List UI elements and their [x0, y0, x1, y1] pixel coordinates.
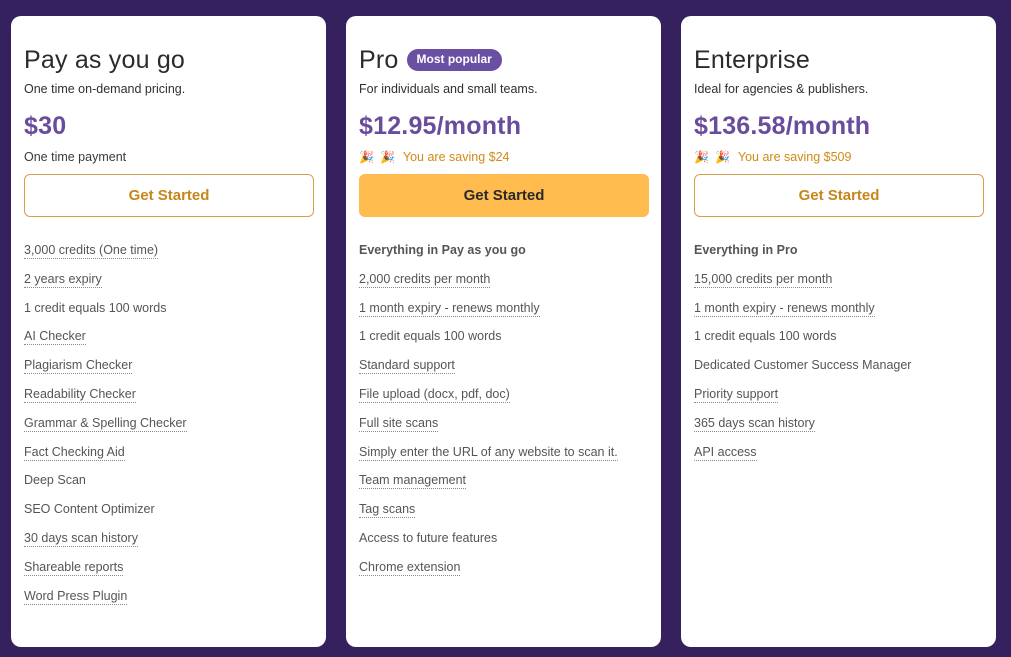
- feature-item[interactable]: AI Checker: [24, 329, 86, 346]
- plan-title: Enterprise: [694, 45, 810, 74]
- plan-title-row: Pay as you go: [24, 45, 314, 75]
- feature-item: Everything in Pay as you go: [359, 243, 526, 257]
- party-popper-icon: 🎉: [359, 150, 374, 164]
- feature-list: Everything in Pay as you go 2,000 credit…: [359, 241, 649, 587]
- feature-item: 1 credit equals 100 words: [359, 329, 502, 344]
- feature-item[interactable]: Full site scans: [359, 415, 439, 432]
- party-popper-icon: 🎉: [714, 150, 730, 164]
- feature-item[interactable]: API access: [694, 444, 757, 461]
- feature-item: 1 credit equals 100 words: [694, 329, 837, 344]
- plan-title-row: Enterprise: [694, 45, 984, 75]
- feature-item[interactable]: 2 years expiry: [24, 271, 102, 288]
- plan-price: $136.58/month: [694, 112, 871, 140]
- feature-item[interactable]: Word Press Plugin: [24, 588, 128, 605]
- feature-item[interactable]: 15,000 credits per month: [694, 271, 833, 288]
- feature-item[interactable]: Simply enter the URL of any website to s…: [359, 444, 618, 461]
- feature-item[interactable]: 30 days scan history: [24, 530, 138, 547]
- plan-card-pay-as-you-go: Pay as you go One time on-demand pricing…: [11, 16, 326, 647]
- plan-card-enterprise: Enterprise Ideal for agencies & publishe…: [681, 16, 996, 647]
- plan-title: Pay as you go: [24, 45, 186, 74]
- plan-price: $12.95/month: [359, 112, 522, 140]
- feature-item: Everything in Pro: [694, 243, 798, 257]
- plan-title-row: Pro Most popular: [359, 45, 649, 75]
- feature-item[interactable]: Grammar & Spelling Checker: [24, 415, 187, 432]
- feature-item: Dedicated Customer Success Manager: [694, 358, 912, 373]
- feature-item[interactable]: 3,000 credits (One time): [24, 243, 159, 259]
- plan-card-pro: Pro Most popular For individuals and sma…: [346, 16, 661, 647]
- get-started-button[interactable]: Get Started: [24, 174, 314, 217]
- feature-item[interactable]: 1 month expiry - renews monthly: [359, 300, 540, 317]
- plan-subtitle: Ideal for agencies & publishers.: [694, 82, 869, 96]
- get-started-button[interactable]: Get Started: [359, 174, 649, 217]
- party-popper-icon: 🎉: [379, 150, 395, 164]
- plan-price: $30: [24, 112, 67, 140]
- feature-item: 1 credit equals 100 words: [24, 300, 167, 315]
- feature-item[interactable]: 2,000 credits per month: [359, 271, 491, 288]
- feature-item: Access to future features: [359, 530, 498, 545]
- payment-note: One time payment: [24, 150, 127, 164]
- saving-text: You are saving $509: [737, 150, 852, 164]
- feature-item: SEO Content Optimizer: [24, 502, 155, 517]
- most-popular-badge: Most popular: [406, 49, 502, 71]
- feature-item[interactable]: 365 days scan history: [694, 415, 815, 432]
- feature-item[interactable]: Plagiarism Checker: [24, 358, 133, 375]
- feature-item[interactable]: Chrome extension: [359, 559, 461, 576]
- plan-title: Pro: [359, 45, 399, 74]
- feature-item[interactable]: Tag scans: [359, 502, 416, 519]
- feature-item[interactable]: Readability Checker: [24, 386, 136, 403]
- feature-item[interactable]: Fact Checking Aid: [24, 444, 125, 461]
- feature-item[interactable]: 1 month expiry - renews monthly: [694, 300, 875, 317]
- feature-list: Everything in Pro 15,000 credits per mon…: [694, 241, 984, 471]
- plan-subtitle: One time on-demand pricing.: [24, 82, 186, 96]
- saving-note: 🎉 🎉 You are saving $509: [694, 149, 984, 165]
- feature-item[interactable]: Shareable reports: [24, 559, 124, 576]
- saving-note: 🎉 🎉 You are saving $24: [359, 149, 649, 165]
- feature-item[interactable]: Priority support: [694, 386, 779, 403]
- feature-item: Deep Scan: [24, 473, 86, 488]
- feature-list: 3,000 credits (One time) 2 years expiry …: [24, 241, 314, 615]
- saving-text: You are saving $24: [402, 150, 510, 164]
- feature-item[interactable]: File upload (docx, pdf, doc): [359, 386, 510, 403]
- get-started-button[interactable]: Get Started: [694, 174, 984, 217]
- party-popper-icon: 🎉: [694, 150, 709, 164]
- feature-item[interactable]: Standard support: [359, 358, 455, 375]
- plan-subtitle: For individuals and small teams.: [359, 82, 538, 96]
- feature-item[interactable]: Team management: [359, 473, 467, 490]
